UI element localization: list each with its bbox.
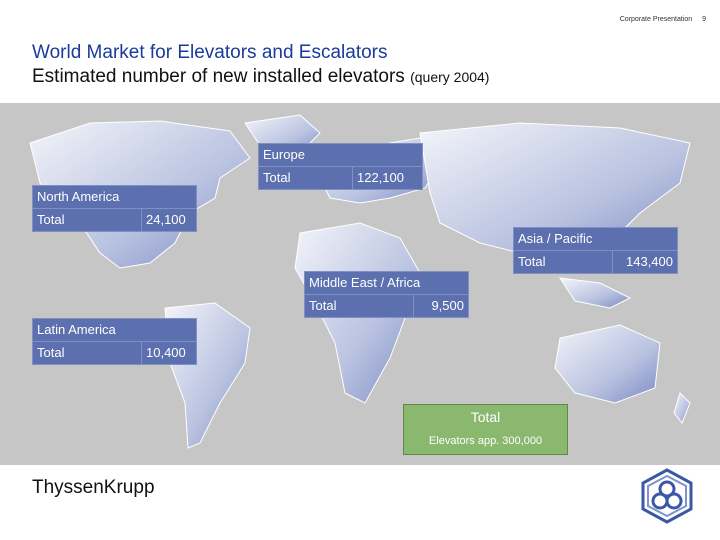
australia-landmass [554,324,661,404]
thyssenkrupp-emblem-icon [641,468,693,524]
region-north-america-row: Total 24,100 [32,209,197,232]
region-latin-america: Latin America Total 10,400 [32,318,197,365]
region-asia-pacific-row: Total 143,400 [513,251,678,274]
region-europe-value: 122,100 [353,167,423,190]
new-zealand-landmass [673,392,691,424]
grand-total-box: Total Elevators app. 300,000 [403,404,568,455]
region-north-america-value: 24,100 [142,209,197,232]
region-middle-east-africa-name: Middle East / Africa [304,271,469,295]
region-europe: Europe Total 122,100 [258,143,423,190]
region-north-america-label: Total [32,209,142,232]
slide-header: Corporate Presentation 9 [612,16,706,23]
subtitle-note: (query 2004) [410,69,490,85]
thyssenkrupp-logo-text: ThyssenKrupp [32,477,155,498]
region-middle-east-africa-row: Total 9,500 [304,295,469,318]
region-middle-east-africa-label: Total [304,295,414,318]
subtitle-main: Estimated number of new installed elevat… [32,66,405,87]
region-middle-east-africa: Middle East / Africa Total 9,500 [304,271,469,318]
region-north-america: North America Total 24,100 [32,185,197,232]
region-europe-name: Europe [258,143,423,167]
region-europe-label: Total [258,167,353,190]
region-europe-row: Total 122,100 [258,167,423,190]
region-north-america-name: North America [32,185,197,209]
southeast-asia-islands [558,277,632,309]
slide-subtitle: Estimated number of new installed elevat… [32,66,489,88]
region-latin-america-value: 10,400 [142,342,197,365]
region-middle-east-africa-value: 9,500 [414,295,469,318]
region-asia-pacific: Asia / Pacific Total 143,400 [513,227,678,274]
presentation-label: Corporate Presentation [619,16,693,23]
region-asia-pacific-label: Total [513,251,613,274]
region-asia-pacific-name: Asia / Pacific [513,227,678,251]
slide-title: World Market for Elevators and Escalator… [32,42,388,63]
grand-total-value: Elevators app. 300,000 [428,435,543,447]
region-asia-pacific-value: 143,400 [613,251,678,274]
region-latin-america-row: Total 10,400 [32,342,197,365]
page-number: 9 [702,16,706,23]
grand-total-label: Total [470,409,501,425]
region-latin-america-label: Total [32,342,142,365]
region-latin-america-name: Latin America [32,318,197,342]
